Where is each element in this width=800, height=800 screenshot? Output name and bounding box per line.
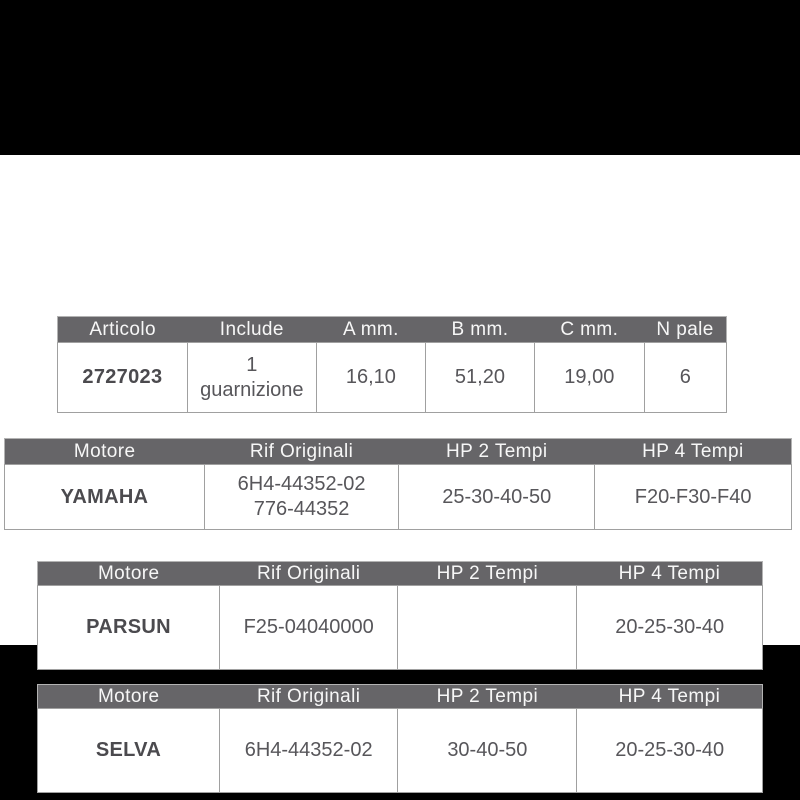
- col-header-hp-4-tempi: HP 4 Tempi: [576, 561, 763, 586]
- col-header-hp-2-tempi: HP 2 Tempi: [398, 438, 595, 465]
- col-header-hp-2-tempi: HP 2 Tempi: [397, 561, 577, 586]
- col-header-hp-2-tempi: HP 2 Tempi: [397, 684, 577, 709]
- parsun-data-row: PARSUN F25-04040000 20-25-30-40: [37, 585, 763, 670]
- motor-name-cell: YAMAHA: [4, 464, 205, 530]
- col-header-c-mm: C mm.: [534, 316, 645, 343]
- col-header-motore: Motore: [37, 561, 220, 586]
- selva-data-row: SELVA 6H4-44352-02 30-40-50 20-25-30-40: [37, 708, 763, 793]
- hp-2-tempi-cell: 25-30-40-50: [398, 464, 596, 530]
- article-spec-table: Articolo Include A mm. B mm. C mm. N pal…: [57, 316, 728, 413]
- article-data-row: 2727023 1 guarnizione 16,10 51,20 19,00 …: [57, 342, 728, 413]
- selva-compatibility-table: Motore Rif Originali HP 2 Tempi HP 4 Tem…: [37, 684, 763, 793]
- yamaha-compatibility-table: Motore Rif Originali HP 2 Tempi HP 4 Tem…: [4, 438, 792, 530]
- col-header-rif-originali: Rif Originali: [219, 684, 398, 709]
- col-header-rif-originali: Rif Originali: [219, 561, 398, 586]
- motor-name-cell: SELVA: [37, 708, 220, 793]
- hp-2-tempi-cell: 30-40-50: [397, 708, 578, 793]
- hp-2-tempi-cell: [397, 585, 578, 670]
- col-header-rif-originali: Rif Originali: [204, 438, 399, 465]
- parsun-compatibility-table: Motore Rif Originali HP 2 Tempi HP 4 Tem…: [37, 561, 763, 670]
- motor-name-cell: PARSUN: [37, 585, 220, 670]
- yamaha-data-row: YAMAHA 6H4-44352-02 776-44352 25-30-40-5…: [4, 464, 792, 530]
- rif-originali-cell: 6H4-44352-02: [218, 708, 399, 793]
- col-header-n-pale: N pale: [644, 316, 727, 343]
- rif-originali-cell: 6H4-44352-02 776-44352: [203, 464, 400, 530]
- col-header-b-mm: B mm.: [425, 316, 535, 343]
- include-cell: 1 guarnizione: [186, 342, 317, 413]
- hp-4-tempi-cell: F20-F30-F40: [594, 464, 792, 530]
- hp-4-tempi-cell: 20-25-30-40: [576, 585, 763, 670]
- content-area: Articolo Include A mm. B mm. C mm. N pal…: [0, 155, 800, 793]
- col-header-articolo: Articolo: [57, 316, 188, 343]
- selva-header-row: Motore Rif Originali HP 2 Tempi HP 4 Tem…: [37, 684, 763, 709]
- n-pale-cell: 6: [643, 342, 728, 413]
- col-header-hp-4-tempi: HP 4 Tempi: [576, 684, 763, 709]
- rif-originali-cell: F25-04040000: [218, 585, 399, 670]
- yamaha-header-row: Motore Rif Originali HP 2 Tempi HP 4 Tem…: [4, 438, 792, 465]
- article-header-row: Articolo Include A mm. B mm. C mm. N pal…: [57, 316, 727, 343]
- dim-b-cell: 51,20: [424, 342, 535, 413]
- col-header-a-mm: A mm.: [316, 316, 426, 343]
- dim-c-cell: 19,00: [533, 342, 645, 413]
- article-code-cell: 2727023: [57, 342, 188, 413]
- dim-a-cell: 16,10: [315, 342, 426, 413]
- hp-4-tempi-cell: 20-25-30-40: [576, 708, 763, 793]
- col-header-motore: Motore: [37, 684, 220, 709]
- col-header-hp-4-tempi: HP 4 Tempi: [594, 438, 792, 465]
- col-header-include: Include: [187, 316, 317, 343]
- col-header-motore: Motore: [4, 438, 205, 465]
- parsun-header-row: Motore Rif Originali HP 2 Tempi HP 4 Tem…: [37, 561, 763, 586]
